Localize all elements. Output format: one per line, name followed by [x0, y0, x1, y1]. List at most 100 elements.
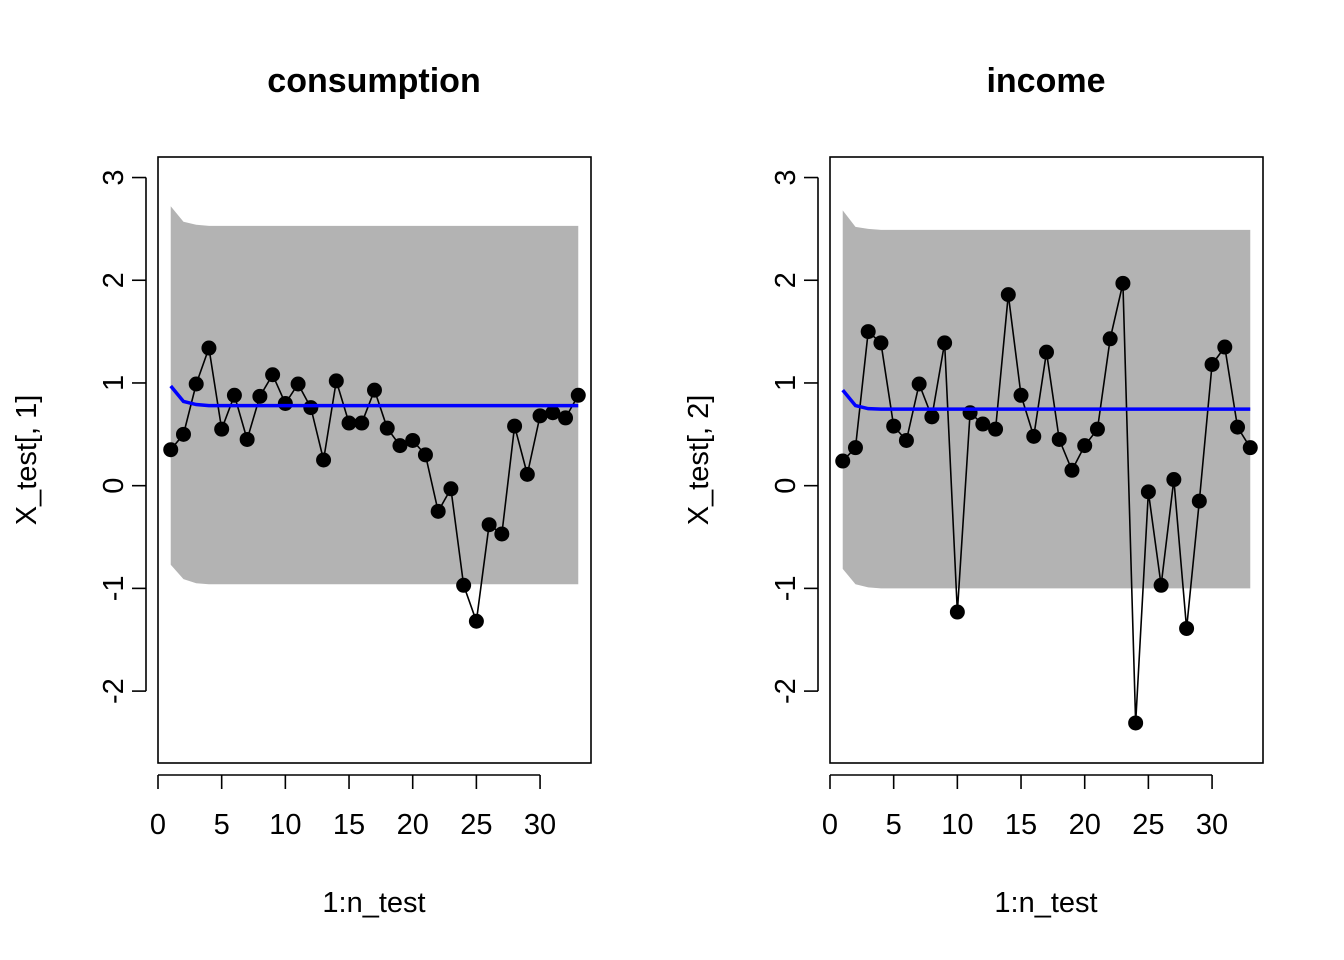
y-tick-label: -2 [770, 678, 802, 704]
x-tick-label: 25 [1132, 809, 1164, 841]
observed-point [1102, 331, 1118, 347]
x-tick-label: 5 [886, 809, 902, 841]
observed-point [494, 526, 510, 542]
y-tick-label: 0 [770, 478, 802, 494]
x-tick-label: 20 [397, 809, 429, 841]
observed-point [886, 418, 902, 434]
observed-point [911, 376, 927, 392]
observed-point [1064, 462, 1080, 478]
observed-point [405, 432, 421, 448]
observed-point [1217, 339, 1233, 355]
x-tick-label: 30 [1196, 809, 1228, 841]
observed-point [1000, 287, 1016, 303]
observed-point [1153, 577, 1169, 593]
observed-point [1179, 620, 1195, 636]
observed-point [1013, 387, 1029, 403]
observed-point [519, 466, 535, 482]
x-tick-label: 10 [269, 809, 301, 841]
observed-point [1191, 493, 1207, 509]
observed-point [456, 577, 472, 593]
y-axis-label: X_test[, 2] [683, 395, 715, 526]
observed-point [252, 388, 268, 404]
y-axis-label: X_test[, 1] [11, 395, 43, 526]
observed-point [175, 426, 191, 442]
observed-point [277, 396, 293, 412]
y-tick-label: 0 [98, 478, 130, 494]
observed-point [430, 503, 446, 519]
chart-title: income [986, 62, 1105, 100]
forecast-line [169, 384, 579, 408]
y-tick-label: -1 [770, 575, 802, 601]
forecast-line [841, 389, 1251, 411]
x-axis-label: 1:n_test [322, 887, 425, 919]
x-tick-label: 20 [1069, 809, 1101, 841]
observed-point [481, 517, 497, 533]
income-panel: income 1:n_test X_test[, 2] 0 5 10 15 20 25 30… [683, 62, 1264, 919]
observed-point [367, 382, 382, 398]
observed-point [1204, 356, 1220, 372]
chart-title: consumption [267, 62, 480, 100]
observed-point [873, 335, 889, 351]
y-tick-label: 2 [98, 272, 130, 288]
y-tick-label: 2 [770, 272, 802, 288]
x-tick-label: 5 [214, 809, 230, 841]
observed-point [379, 420, 395, 436]
consumption-panel: consumption 1:n_test X_test[, 1] 0 5 10 15 2… [11, 62, 592, 919]
observed-point [860, 324, 876, 340]
x-tick-label: 15 [1005, 809, 1037, 841]
confidence-band [842, 210, 1251, 589]
observed-point [290, 376, 306, 392]
observed-point [214, 421, 230, 437]
observed-point [1077, 438, 1093, 454]
observed-point [1039, 344, 1054, 360]
observed-point [949, 604, 965, 620]
x-tick-label: 0 [150, 809, 166, 841]
observed-point [201, 340, 217, 356]
observed-point [239, 431, 255, 447]
observed-point [570, 387, 586, 403]
observed-point [847, 440, 863, 456]
observed-point [341, 415, 357, 431]
y-tick-label: -1 [98, 575, 130, 601]
observed-point [188, 376, 204, 392]
observed-point [265, 367, 281, 383]
y-tick-label: 3 [98, 169, 130, 185]
observed-point [1128, 715, 1144, 731]
observed-point [545, 405, 561, 421]
observed-point [1051, 431, 1067, 447]
observed-point [988, 421, 1004, 437]
observed-point [328, 373, 344, 389]
observed-point [303, 400, 319, 416]
observed-point [835, 453, 851, 469]
observed-point [1242, 440, 1258, 456]
observed-point [1115, 275, 1131, 291]
y-tick-label: 1 [98, 375, 130, 391]
observed-point [507, 418, 523, 434]
observed-point [1230, 419, 1246, 435]
observed-point [468, 613, 484, 629]
observed-point [226, 387, 242, 403]
x-tick-label: 10 [941, 809, 973, 841]
observed-point [937, 335, 953, 351]
y-tick-label: -2 [98, 678, 130, 704]
y-tick-label: 3 [770, 169, 802, 185]
y-tick-label: 1 [770, 375, 802, 391]
observed-point [558, 410, 574, 426]
observed-point [443, 481, 459, 497]
observed-point [163, 442, 179, 458]
x-axis-label: 1:n_test [994, 887, 1097, 919]
observed-point [354, 415, 370, 431]
observed-point [898, 432, 914, 448]
observed-point [316, 452, 332, 468]
observed-point [1166, 472, 1182, 488]
observed-point [1089, 421, 1105, 437]
observed-point [1140, 484, 1156, 500]
observed-point [532, 408, 548, 424]
x-tick-label: 25 [460, 809, 492, 841]
observed-point [1026, 428, 1042, 444]
x-tick-label: 15 [333, 809, 365, 841]
x-tick-label: 30 [524, 809, 556, 841]
x-tick-label: 0 [822, 809, 838, 841]
observed-point [924, 409, 940, 425]
